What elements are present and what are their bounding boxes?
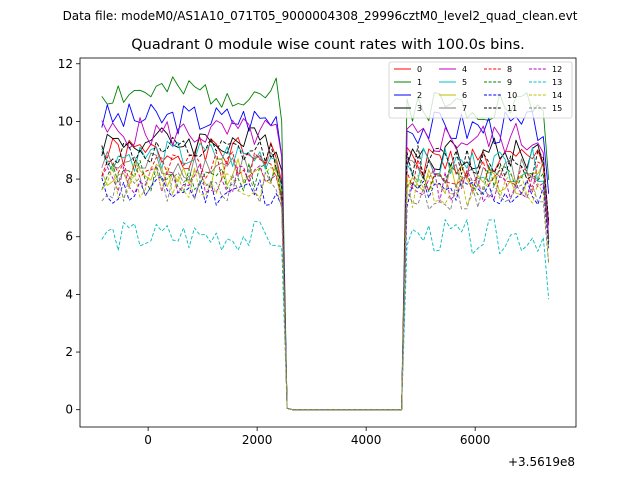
- y-tick-label: 12: [58, 57, 73, 71]
- legend-label-8: 8: [507, 65, 512, 74]
- x-tick-label: 4000: [351, 433, 382, 447]
- legend-label-5: 5: [462, 78, 467, 87]
- y-tick-label: 8: [65, 172, 73, 186]
- legend-label-9: 9: [507, 78, 512, 87]
- legend-label-14: 14: [552, 91, 562, 100]
- plot-frame: [79, 57, 577, 428]
- legend-label-6: 6: [462, 91, 467, 100]
- x-tick-label: 2000: [242, 433, 273, 447]
- legend-label-2: 2: [417, 91, 422, 100]
- legend-label-7: 7: [462, 104, 467, 113]
- legend-label-13: 13: [552, 78, 562, 87]
- series-line-15: [101, 171, 550, 411]
- legend-box: [388, 61, 573, 119]
- y-tick-label: 0: [65, 403, 73, 417]
- series-line-13: [101, 219, 550, 411]
- legend-label-3: 3: [417, 104, 422, 113]
- legend-label-4: 4: [462, 65, 467, 74]
- y-tick-label: 6: [65, 230, 73, 244]
- chart-title: Quadrant 0 module wise count rates with …: [131, 37, 525, 53]
- legend-label-1: 1: [417, 78, 422, 87]
- legend-label-15: 15: [552, 104, 562, 113]
- series-line-4: [101, 117, 550, 411]
- data-file-suptitle: Data file: modeM0/AS1A10_071T05_90000043…: [63, 9, 578, 23]
- series-line-7: [101, 151, 550, 411]
- x-offset-label: +3.5619e8: [508, 455, 575, 469]
- y-tick-label: 10: [58, 114, 73, 128]
- legend-label-12: 12: [552, 65, 562, 74]
- series-line-1: [101, 76, 550, 411]
- series-line-10: [101, 175, 550, 411]
- series-line-14: [101, 166, 550, 411]
- series-line-12: [101, 163, 550, 411]
- y-tick-label: 2: [65, 345, 73, 359]
- series-line-8: [101, 151, 550, 411]
- legend-label-10: 10: [507, 91, 517, 100]
- series-line-5: [101, 140, 550, 411]
- x-tick-label: 6000: [460, 433, 491, 447]
- series-line-2: [101, 103, 550, 411]
- x-tick-label: 0: [144, 433, 152, 447]
- series-layer: [101, 76, 550, 411]
- legend-label-11: 11: [507, 104, 517, 113]
- series-line-9: [101, 159, 550, 411]
- series-line-3: [101, 127, 550, 411]
- y-tick-label: 4: [65, 287, 73, 301]
- legend-label-0: 0: [417, 65, 422, 74]
